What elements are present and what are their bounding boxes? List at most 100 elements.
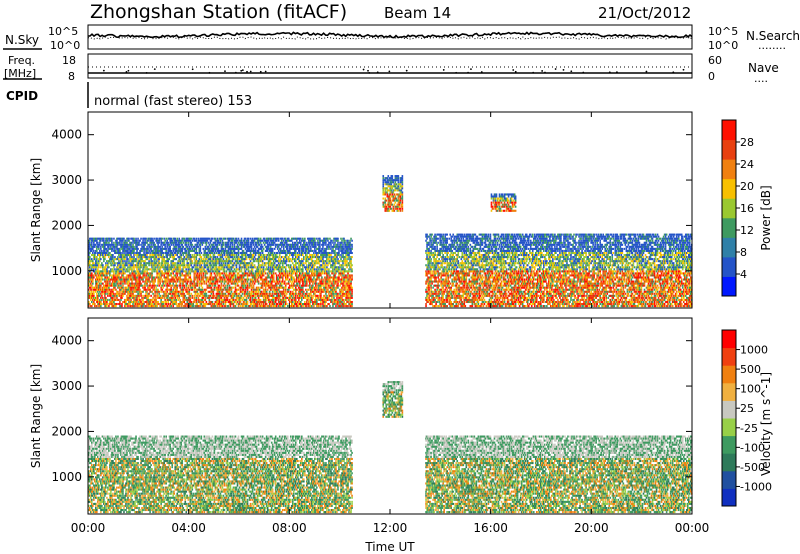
range-gate-cell: [268, 237, 271, 240]
range-gate-cell: [206, 260, 209, 263]
range-gate-cell: [185, 254, 188, 257]
range-gate-cell: [134, 303, 136, 306]
range-gate-cell: [298, 262, 301, 265]
range-gate-cell: [107, 262, 109, 265]
range-gate-cell: [165, 262, 167, 265]
range-gate-cell: [185, 296, 188, 299]
range-gate-cell: [94, 296, 96, 299]
range-gate-cell: [142, 294, 144, 297]
range-gate-cell: [158, 249, 160, 252]
range-gate-cell: [301, 288, 303, 291]
range-gate-cell: [297, 298, 300, 301]
range-gate-cell: [99, 270, 101, 273]
range-gate-cell: [175, 254, 178, 257]
range-gate-cell: [136, 262, 138, 265]
range-gate-cell: [288, 270, 291, 273]
range-gate-cell: [296, 296, 299, 299]
range-gate-cell: [245, 296, 248, 299]
range-gate-cell: [145, 249, 147, 252]
range-gate-cell: [170, 239, 173, 242]
range-gate-cell: [181, 270, 184, 273]
range-gate-cell: [198, 239, 201, 242]
range-gate-cell: [265, 280, 268, 283]
range-gate-cell: [275, 260, 278, 263]
range-gate-cell: [201, 262, 204, 265]
range-gate-cell: [208, 298, 211, 301]
range-gate-cell: [148, 256, 150, 259]
range-gate-cell: [147, 296, 149, 299]
range-gate-cell: [230, 274, 233, 277]
range-gate-cell: [244, 278, 247, 281]
range-gate-cell: [222, 247, 225, 250]
range-gate-cell: [248, 262, 251, 265]
range-gate-cell: [173, 256, 176, 259]
range-gate-cell: [129, 254, 131, 257]
range-gate-cell: [199, 288, 202, 291]
range-gate-cell: [213, 284, 216, 287]
range-gate-cell: [97, 241, 99, 244]
range-gate-cell: [121, 270, 123, 273]
range-gate-cell: [160, 290, 162, 293]
range-gate-cell: [147, 300, 149, 304]
range-gate-cell: [298, 251, 301, 255]
range-gate-cell: [93, 300, 95, 304]
range-gate-cell: [177, 243, 180, 246]
range-gate-cell: [287, 237, 290, 240]
range-gate-cell: [130, 284, 132, 287]
range-gate-cell: [284, 284, 287, 287]
range-gate-cell: [146, 247, 148, 250]
range-gate-cell: [266, 276, 269, 279]
range-gate-cell: [259, 282, 262, 285]
range-gate-cell: [175, 247, 178, 250]
range-gate-cell: [285, 270, 288, 273]
range-gate-cell: [227, 278, 230, 281]
range-gate-cell: [241, 274, 244, 277]
range-gate-cell: [110, 258, 112, 261]
range-gate-cell: [132, 292, 134, 295]
range-gate-cell: [230, 296, 233, 299]
range-gate-cell: [185, 272, 188, 275]
range-gate-cell: [212, 288, 215, 291]
range-gate-cell: [157, 249, 159, 252]
range-gate-cell: [237, 268, 240, 271]
range-gate-cell: [160, 237, 162, 240]
range-gate-cell: [253, 282, 256, 285]
range-gate-cell: [122, 276, 124, 279]
range-gate-cell: [209, 274, 212, 277]
range-gate-cell: [197, 270, 200, 273]
range-gate-cell: [213, 288, 216, 291]
range-gate-cell: [177, 241, 180, 244]
range-gate-cell: [234, 270, 237, 273]
range-gate-cell: [102, 296, 104, 299]
range-gate-cell: [91, 305, 93, 308]
range-gate-cell: [187, 272, 190, 275]
range-gate-cell: [274, 288, 277, 291]
range-gate-cell: [192, 270, 195, 273]
range-gate-cell: [272, 303, 275, 306]
range-gate-cell: [142, 286, 144, 289]
range-gate-cell: [140, 300, 142, 304]
range-gate-cell: [275, 254, 278, 257]
range-gate-cell: [128, 298, 130, 301]
range-gate-cell: [148, 284, 150, 287]
range-gate-cell: [107, 270, 109, 273]
range-gate-cell: [168, 284, 170, 287]
range-gate-cell: [209, 303, 212, 306]
range-gate-cell: [216, 280, 219, 283]
range-gate-cell: [290, 284, 293, 287]
range-gate-cell: [298, 237, 301, 240]
range-gate-cell: [182, 266, 185, 269]
range-gate-cell: [280, 260, 283, 263]
range-gate-cell: [224, 241, 227, 244]
range-gate-cell: [248, 270, 251, 273]
range-gate-cell: [234, 258, 237, 261]
range-gate-cell: [214, 300, 217, 304]
range-gate-cell: [88, 305, 90, 308]
range-gate-cell: [126, 237, 128, 240]
range-gate-cell: [285, 247, 288, 250]
range-gate-cell: [180, 294, 183, 297]
range-gate-cell: [251, 282, 254, 285]
range-gate-cell: [180, 247, 183, 250]
range-gate-cell: [214, 280, 217, 283]
range-gate-cell: [135, 286, 137, 289]
